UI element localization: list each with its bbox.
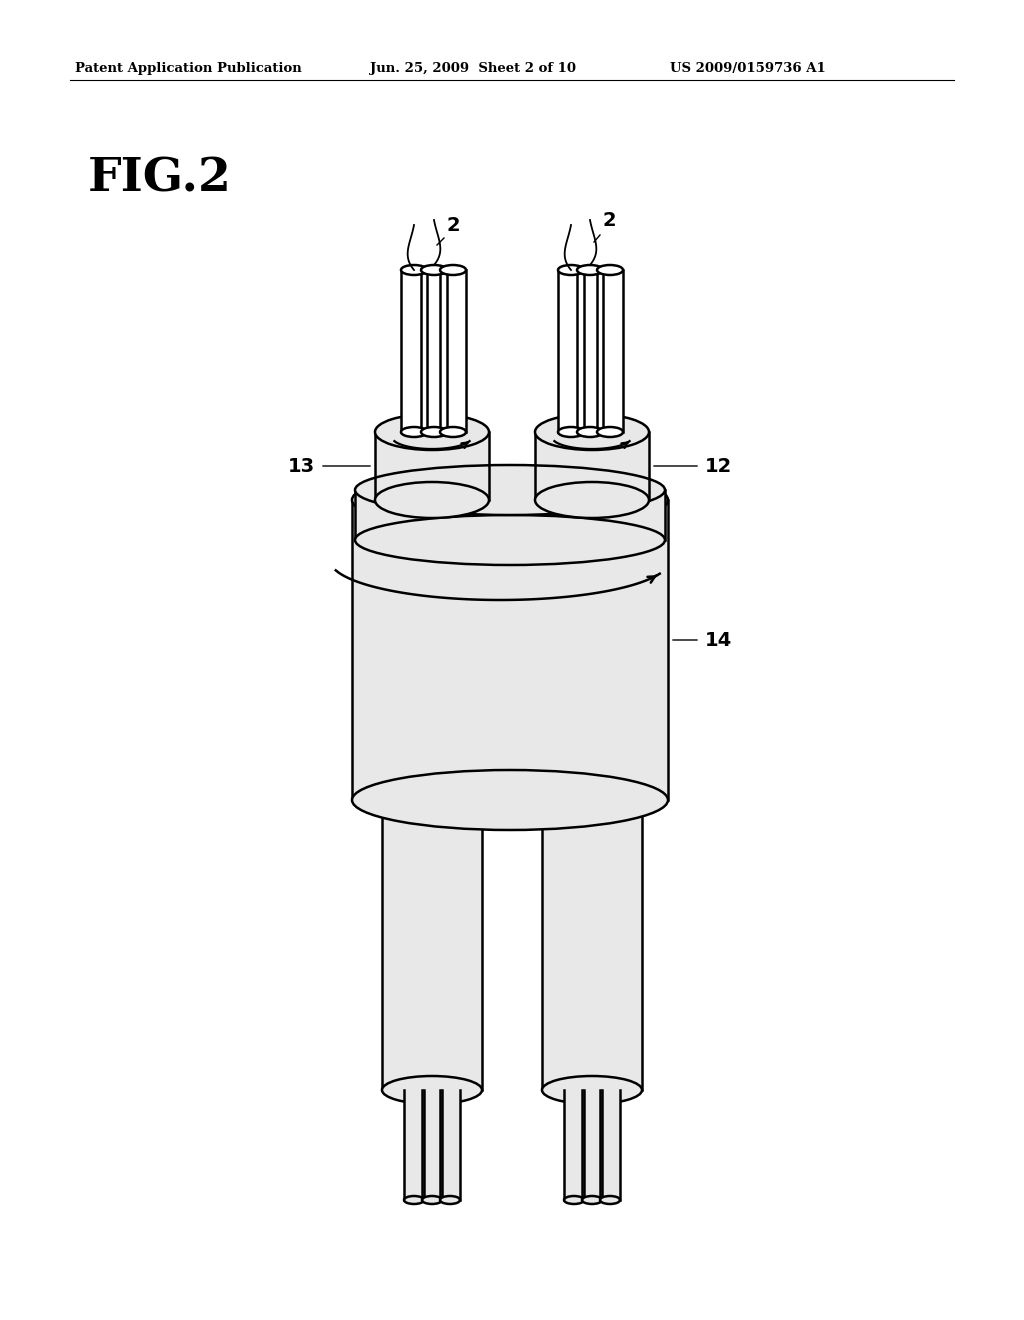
Ellipse shape — [600, 1196, 620, 1204]
Text: FIG.2: FIG.2 — [88, 154, 231, 201]
Bar — [582, 1090, 602, 1200]
Bar — [401, 271, 427, 432]
Ellipse shape — [382, 1076, 482, 1104]
Ellipse shape — [440, 426, 466, 437]
Bar — [421, 271, 447, 432]
Ellipse shape — [577, 426, 603, 437]
Ellipse shape — [401, 265, 427, 275]
Bar — [422, 1090, 442, 1200]
Ellipse shape — [558, 426, 584, 437]
Ellipse shape — [535, 414, 649, 450]
Ellipse shape — [582, 1196, 602, 1204]
Ellipse shape — [440, 265, 466, 275]
Text: 13: 13 — [288, 457, 315, 475]
Bar — [558, 271, 584, 432]
Ellipse shape — [352, 770, 668, 830]
Ellipse shape — [597, 265, 623, 275]
Ellipse shape — [564, 1196, 584, 1204]
Ellipse shape — [542, 1076, 642, 1104]
Ellipse shape — [558, 265, 584, 275]
Bar — [600, 1090, 620, 1200]
Text: 12: 12 — [705, 457, 732, 475]
Ellipse shape — [421, 426, 447, 437]
Text: 14: 14 — [705, 631, 732, 649]
Bar — [577, 271, 603, 432]
Bar — [404, 1090, 424, 1200]
Ellipse shape — [355, 465, 665, 515]
Ellipse shape — [401, 426, 427, 437]
Ellipse shape — [375, 482, 489, 517]
Ellipse shape — [404, 1196, 424, 1204]
Bar — [375, 432, 489, 500]
Bar — [535, 432, 649, 500]
Bar — [440, 1090, 460, 1200]
Text: Patent Application Publication: Patent Application Publication — [75, 62, 302, 75]
Text: Jun. 25, 2009  Sheet 2 of 10: Jun. 25, 2009 Sheet 2 of 10 — [370, 62, 575, 75]
Bar — [542, 800, 642, 1090]
Bar — [382, 800, 482, 1090]
Ellipse shape — [421, 265, 447, 275]
Bar — [440, 271, 466, 432]
Text: 2: 2 — [446, 216, 460, 235]
Bar — [564, 1090, 584, 1200]
Ellipse shape — [577, 265, 603, 275]
Ellipse shape — [375, 414, 489, 450]
Ellipse shape — [597, 426, 623, 437]
Text: US 2009/0159736 A1: US 2009/0159736 A1 — [670, 62, 825, 75]
Ellipse shape — [355, 515, 665, 565]
Bar — [597, 271, 623, 432]
Ellipse shape — [352, 470, 668, 531]
Bar — [352, 500, 668, 800]
Bar — [355, 490, 665, 540]
Ellipse shape — [440, 1196, 460, 1204]
Text: 2: 2 — [602, 211, 615, 230]
Ellipse shape — [422, 1196, 442, 1204]
Ellipse shape — [535, 482, 649, 517]
